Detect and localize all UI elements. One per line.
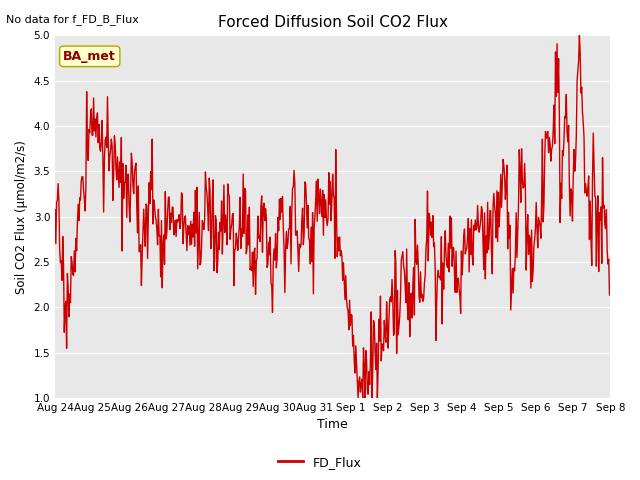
Title: Forced Diffusion Soil CO2 Flux: Forced Diffusion Soil CO2 Flux: [218, 15, 447, 30]
X-axis label: Time: Time: [317, 419, 348, 432]
Text: No data for f_FD_B_Flux: No data for f_FD_B_Flux: [6, 14, 140, 25]
Text: BA_met: BA_met: [63, 50, 116, 63]
Legend: FD_Flux: FD_Flux: [273, 451, 367, 474]
Y-axis label: Soil CO2 Flux (μmol/m2/s): Soil CO2 Flux (μmol/m2/s): [15, 140, 28, 294]
